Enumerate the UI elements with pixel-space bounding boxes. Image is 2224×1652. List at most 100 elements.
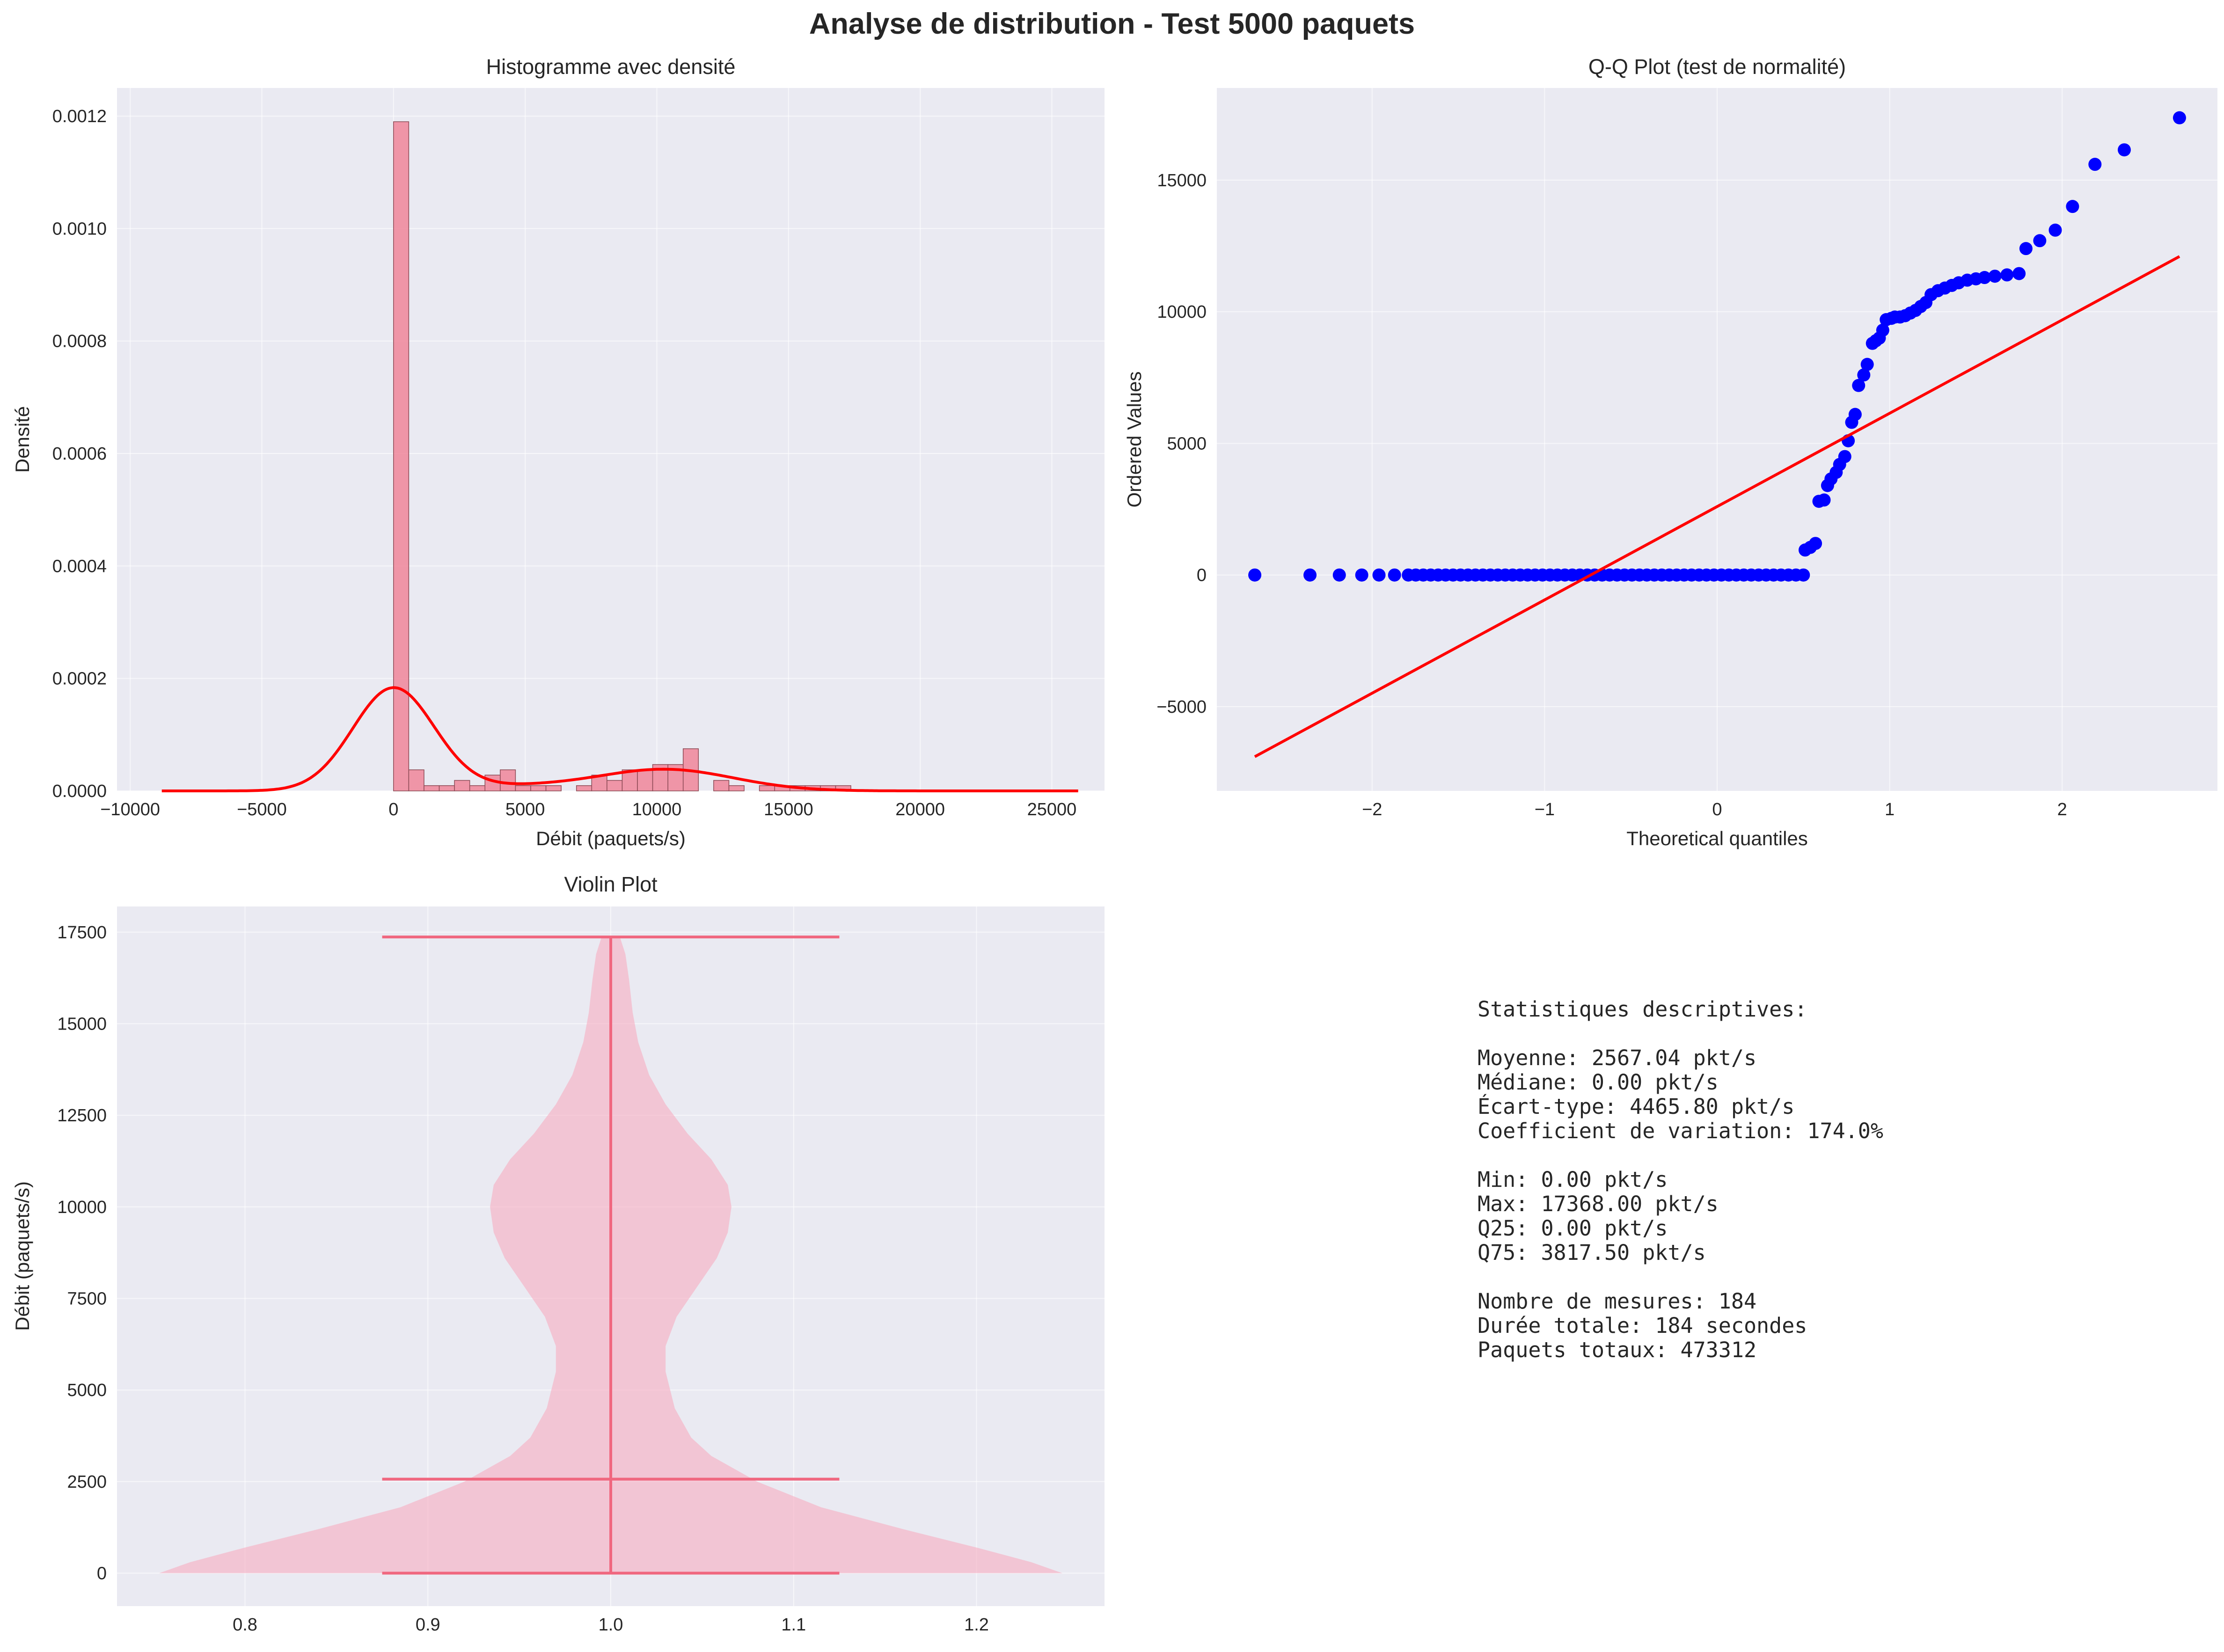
histogram-bar: [439, 785, 455, 791]
x-tick-label: 1.0: [599, 1615, 623, 1635]
y-tick-label: 0.0004: [52, 556, 107, 576]
stats-line: Paquets totaux: 473312: [1478, 1338, 1756, 1362]
histogram-bar: [515, 785, 531, 791]
violin-y-ticks: 0 2500 5000 7500 10000 12500 15000 17500: [57, 923, 107, 1584]
stats-line: Q75: 3817.50 pkt/s: [1478, 1240, 1706, 1265]
x-tick-label: −2: [1362, 800, 1382, 819]
x-tick-label: 1.1: [781, 1615, 806, 1635]
y-tick-label: 0: [1197, 566, 1207, 585]
x-tick-label: 1: [1885, 800, 1895, 819]
stats-line: Nombre de mesures: 184: [1478, 1289, 1756, 1314]
histogram-bar: [545, 785, 562, 791]
qq-point: [1248, 568, 1262, 582]
y-tick-label: 5000: [67, 1381, 107, 1400]
qq-point: [2088, 158, 2102, 171]
qq-point: [1848, 408, 1862, 421]
x-tick-label: 0.8: [233, 1615, 257, 1635]
y-tick-label: 0.0006: [52, 444, 107, 464]
stats-line: Écart-type: 4465.80 pkt/s: [1478, 1094, 1794, 1119]
qq-point: [1988, 270, 2002, 283]
y-tick-label: 15000: [1157, 171, 1207, 190]
qq-point: [1355, 568, 1368, 582]
qq-point: [1857, 368, 1871, 382]
violin-panel: Violin Plot 0.8 0.9 1.0 1.1 1.2 0 2500 5000 750…: [11, 872, 1105, 1635]
histogram-bar: [576, 785, 593, 791]
histogram-panel: Histogramme avec densité −10000 −5000 0 500…: [11, 55, 1105, 849]
histogram-bar: [728, 785, 745, 791]
qq-y-ticks: −5000 0 5000 10000 15000: [1156, 171, 1207, 717]
stats-line: Coefficient de variation: 174.0%: [1478, 1118, 1883, 1143]
histogram-bar: [500, 769, 516, 791]
qq-point: [2000, 268, 2014, 282]
histogram-bar: [393, 121, 410, 791]
qq-fit-line: [1254, 255, 2180, 758]
stats-line: Médiane: 0.00 pkt/s: [1478, 1070, 1719, 1095]
histogram-bar: [424, 785, 440, 791]
x-tick-label: 10000: [632, 800, 682, 819]
y-tick-label: 15000: [57, 1014, 107, 1034]
x-tick-label: 15000: [764, 800, 813, 819]
y-tick-label: 10000: [57, 1198, 107, 1217]
qq-point: [1303, 568, 1317, 582]
y-tick-label: 0.0002: [52, 669, 107, 689]
histogram-bars: [393, 121, 851, 791]
x-tick-label: −10000: [100, 800, 160, 819]
histogram-bar: [637, 769, 653, 791]
qq-point: [2117, 143, 2131, 157]
x-tick-label: 20000: [895, 800, 945, 819]
qq-point: [1809, 537, 1822, 550]
histogram-bar: [530, 785, 547, 791]
qq-point: [2033, 234, 2047, 248]
stats-line: Q25: 0.00 pkt/s: [1478, 1216, 1668, 1241]
stats-line: Min: 0.00 pkt/s: [1478, 1167, 1668, 1192]
violin-ylabel: Débit (paquets/s): [11, 1181, 33, 1331]
histogram-y-ticks: 0.0000 0.0002 0.0004 0.0006 0.0008 0.0010 0.00…: [52, 107, 107, 801]
x-tick-label: −5000: [237, 800, 287, 819]
qq-xlabel: Theoretical quantiles: [1626, 827, 1808, 849]
y-tick-label: 12500: [57, 1106, 107, 1126]
figure-title: Analyse de distribution - Test 5000 paqu…: [809, 7, 1415, 40]
histogram-title: Histogramme avec densité: [486, 55, 736, 79]
y-tick-label: 5000: [1167, 434, 1207, 453]
histogram-x-ticks: −10000 −5000 0 5000 10000 15000 20000 25000: [100, 800, 1076, 819]
y-tick-label: 2500: [67, 1472, 107, 1492]
x-tick-label: 1.2: [964, 1615, 989, 1635]
qq-ylabel: Ordered Values: [1123, 371, 1145, 507]
qq-point: [1852, 379, 1866, 392]
x-tick-label: −1: [1535, 800, 1555, 819]
qq-title: Q-Q Plot (test de normalité): [1588, 55, 1846, 79]
x-tick-label: 5000: [505, 800, 545, 819]
x-tick-label: 0: [1712, 800, 1722, 819]
histogram-bar: [759, 785, 775, 791]
qq-point: [1388, 568, 1401, 582]
x-tick-label: 0: [388, 800, 398, 819]
qq-point: [2173, 111, 2186, 124]
stats-line: Statistiques descriptives:: [1478, 997, 1807, 1022]
y-tick-label: 0.0010: [52, 219, 107, 239]
qq-point: [2048, 223, 2062, 237]
qq-point: [2012, 267, 2026, 280]
histogram-bar: [408, 769, 424, 791]
stats-text-block: Statistiques descriptives: Moyenne: 2567.…: [1478, 997, 1883, 1362]
qq-point: [1332, 568, 1346, 582]
qq-point: [1860, 358, 1874, 371]
qq-point: [1797, 568, 1810, 582]
y-tick-label: 7500: [67, 1289, 107, 1309]
qq-point: [1817, 493, 1831, 507]
histogram-bar: [469, 785, 485, 791]
qq-panel: Q-Q Plot (test de normalité) −2 −1 0 1 2 −50…: [1123, 55, 2217, 849]
qq-points: [1248, 111, 2186, 582]
histogram-ylabel: Densité: [11, 406, 33, 473]
histogram-xlabel: Débit (paquets/s): [536, 827, 686, 849]
y-tick-label: 0: [97, 1564, 107, 1584]
histogram-bar: [607, 780, 623, 791]
stats-line: Max: 17368.00 pkt/s: [1478, 1191, 1719, 1216]
qq-point: [1838, 450, 1851, 463]
qq-point: [2019, 242, 2033, 256]
histogram-axes: [117, 88, 1105, 791]
stats-line: Moyenne: 2567.04 pkt/s: [1478, 1045, 1756, 1070]
y-tick-label: 0.0008: [52, 332, 107, 351]
histogram-bar: [454, 780, 470, 791]
violin-lines: [382, 936, 840, 1575]
